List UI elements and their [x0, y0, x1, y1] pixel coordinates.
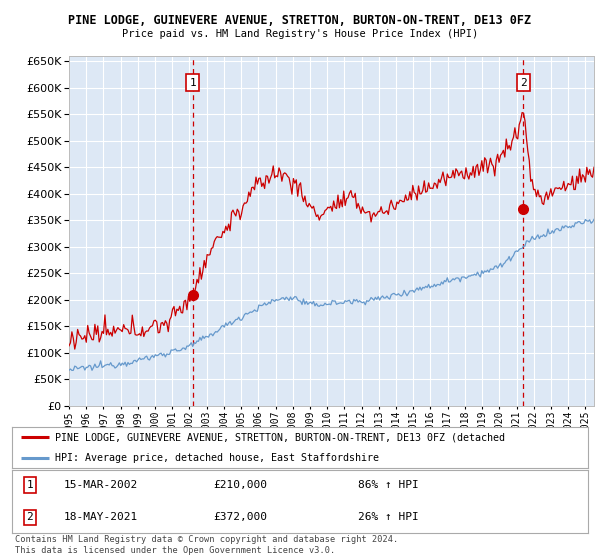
Text: 26% ↑ HPI: 26% ↑ HPI [358, 512, 418, 522]
Text: HPI: Average price, detached house, East Staffordshire: HPI: Average price, detached house, East… [55, 452, 379, 463]
Text: 1: 1 [190, 77, 196, 87]
Text: 18-MAY-2021: 18-MAY-2021 [64, 512, 138, 522]
Text: PINE LODGE, GUINEVERE AVENUE, STRETTON, BURTON-ON-TRENT, DE13 0FZ (detached: PINE LODGE, GUINEVERE AVENUE, STRETTON, … [55, 432, 505, 442]
Text: 2: 2 [26, 512, 33, 522]
Text: £210,000: £210,000 [214, 480, 268, 490]
Text: 2: 2 [520, 77, 526, 87]
Text: PINE LODGE, GUINEVERE AVENUE, STRETTON, BURTON-ON-TRENT, DE13 0FZ: PINE LODGE, GUINEVERE AVENUE, STRETTON, … [68, 14, 532, 27]
Text: 15-MAR-2002: 15-MAR-2002 [64, 480, 138, 490]
Text: Contains HM Land Registry data © Crown copyright and database right 2024.
This d: Contains HM Land Registry data © Crown c… [15, 535, 398, 555]
Text: 1: 1 [26, 480, 33, 490]
Text: Price paid vs. HM Land Registry's House Price Index (HPI): Price paid vs. HM Land Registry's House … [122, 29, 478, 39]
Text: £372,000: £372,000 [214, 512, 268, 522]
Text: 86% ↑ HPI: 86% ↑ HPI [358, 480, 418, 490]
